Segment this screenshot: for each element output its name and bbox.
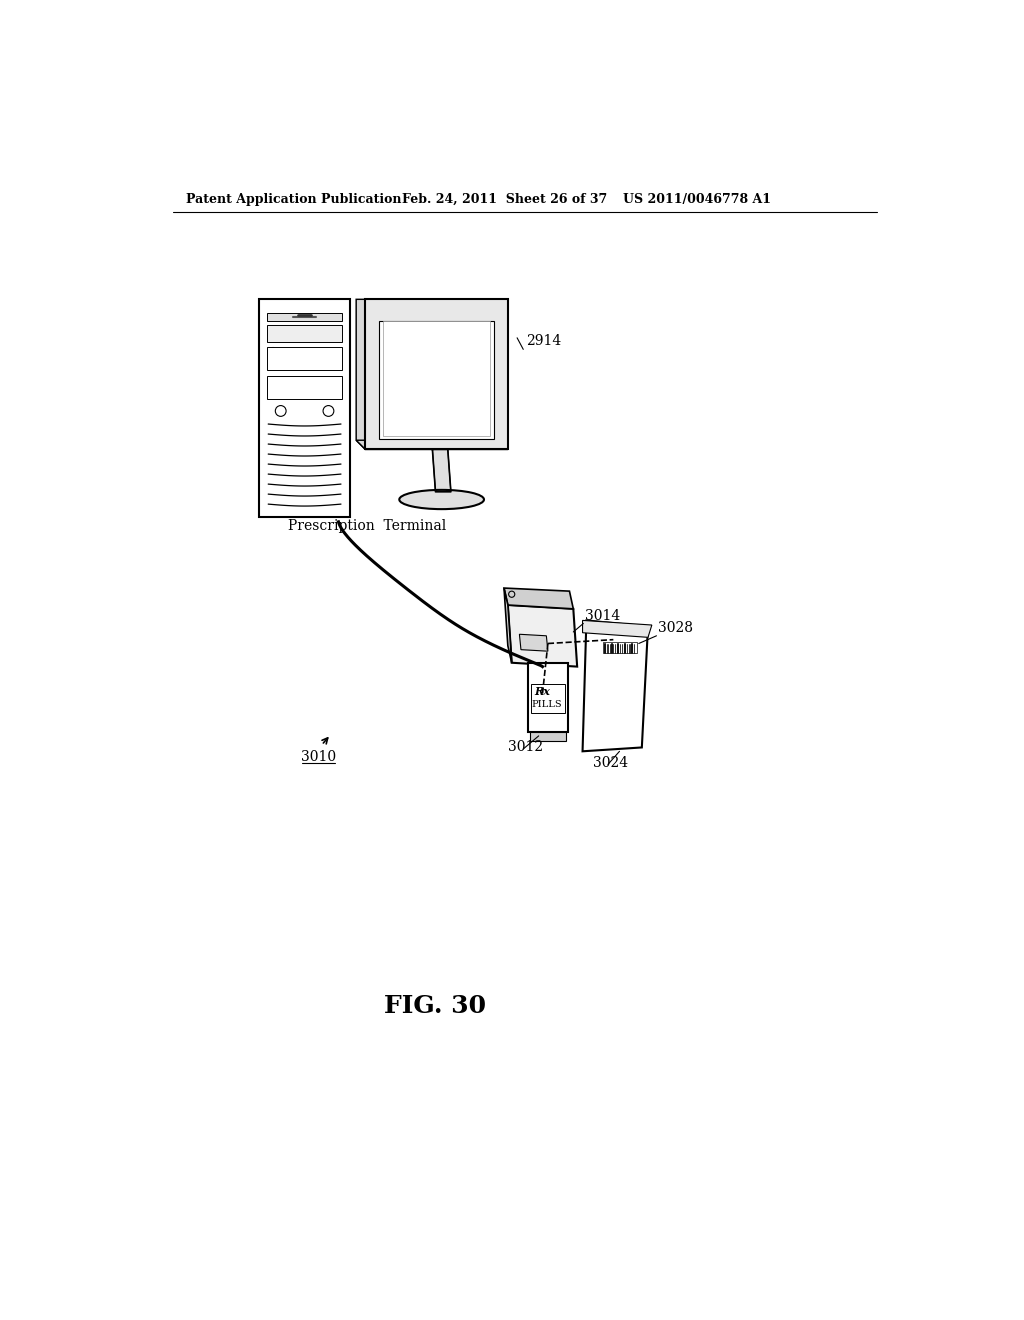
Text: FIG. 30: FIG. 30: [384, 994, 485, 1018]
Bar: [531, 684, 565, 713]
Text: 3028: 3028: [658, 620, 693, 635]
Bar: [267, 347, 342, 370]
Bar: [379, 321, 494, 440]
Text: 3024: 3024: [593, 755, 628, 770]
Text: 3012: 3012: [508, 741, 543, 754]
Bar: [530, 733, 565, 742]
Text: Rx: Rx: [535, 686, 550, 697]
Bar: [327, 348, 339, 351]
Polygon shape: [583, 620, 652, 638]
Bar: [366, 300, 508, 449]
Text: 3014: 3014: [585, 610, 621, 623]
Bar: [383, 321, 490, 436]
Text: Patent Application Publication: Patent Application Publication: [186, 193, 401, 206]
Polygon shape: [508, 605, 578, 667]
Polygon shape: [583, 620, 648, 751]
Text: Feb. 24, 2011  Sheet 26 of 37: Feb. 24, 2011 Sheet 26 of 37: [401, 193, 607, 206]
Polygon shape: [519, 635, 548, 651]
Bar: [603, 642, 637, 653]
Polygon shape: [504, 589, 512, 663]
Bar: [278, 348, 289, 351]
Text: 3010: 3010: [301, 750, 337, 764]
Bar: [528, 663, 568, 733]
Bar: [259, 300, 350, 517]
Text: Prescription  Terminal: Prescription Terminal: [289, 519, 446, 532]
Bar: [267, 326, 342, 342]
Bar: [267, 313, 342, 321]
Ellipse shape: [399, 490, 484, 510]
Text: US 2011/0046778 A1: US 2011/0046778 A1: [624, 193, 771, 206]
Text: 2914: 2914: [525, 334, 561, 347]
Polygon shape: [356, 300, 366, 449]
Polygon shape: [504, 589, 573, 609]
Polygon shape: [356, 441, 508, 449]
Bar: [267, 376, 342, 400]
Polygon shape: [432, 449, 451, 492]
Text: PILLS: PILLS: [531, 700, 562, 709]
